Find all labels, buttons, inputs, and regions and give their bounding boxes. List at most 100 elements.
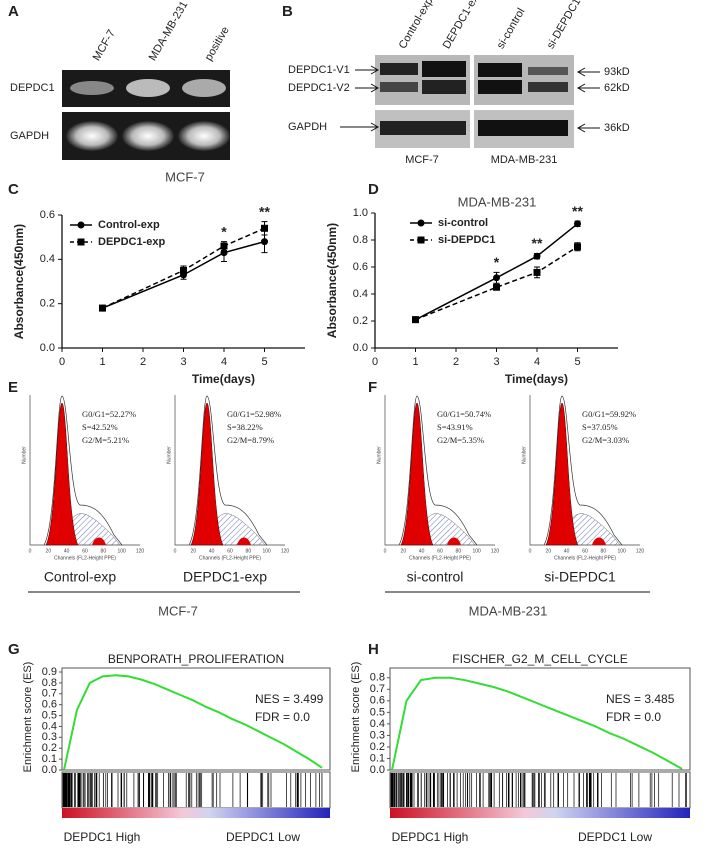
y-tick-label: 0.3 <box>42 731 57 743</box>
marker <box>533 252 541 260</box>
y-axis-label: Absorbance(450nm) <box>325 223 339 338</box>
panel-label: E <box>8 379 18 396</box>
flow-x-tick: 40 <box>419 548 425 554</box>
y-tick-label: 0.9 <box>42 666 57 678</box>
significance: ** <box>532 235 543 251</box>
cycle-stat: S=37.05% <box>582 422 618 432</box>
marker <box>533 268 541 276</box>
marker <box>574 243 581 251</box>
y-tick-label: 0.7 <box>42 688 57 700</box>
flow-x-tick: 60 <box>437 548 443 554</box>
marker <box>412 316 419 324</box>
flow-x-label: Channels (FL2-Height PPE) <box>54 555 116 561</box>
row-label: DEPDC1 <box>10 82 55 94</box>
series-line <box>102 240 265 309</box>
group-label: MDA-MB-231 <box>469 603 548 618</box>
legend-marker <box>417 219 425 227</box>
x-tick-label: 4 <box>534 356 540 368</box>
cycle-stat: G2/M=3.03% <box>582 435 629 445</box>
flow-x-tick: 40 <box>564 548 570 554</box>
hits <box>390 773 687 807</box>
flow-x-tick: 80 <box>101 548 107 554</box>
y-tick-label: 0.2 <box>40 298 55 310</box>
group-label: DEPDC1 High <box>64 830 141 844</box>
flow-x-tick: 0 <box>529 548 532 554</box>
panel-label: B <box>282 3 293 20</box>
y-tick-label: 0.6 <box>42 699 57 711</box>
flow-y-label: Number <box>166 446 172 464</box>
envelope <box>188 395 268 546</box>
row-label: GAPDH <box>10 130 49 142</box>
flow-x-label: Channels (FL2-Height PPE) <box>199 555 261 561</box>
y-tick-label: 0.4 <box>42 720 57 732</box>
significance: * <box>221 223 227 239</box>
cycle-stat: G0/G1=52.98% <box>227 409 281 419</box>
cycle-stat: G0/G1=50.74% <box>437 409 491 419</box>
g2-peak <box>447 537 461 545</box>
g1-peak <box>545 402 579 546</box>
y-tick-label: 0.3 <box>370 729 385 741</box>
x-tick-label: 5 <box>574 356 580 368</box>
y-tick-label: 0.8 <box>370 672 385 684</box>
y-axis-label: Absorbance(450nm) <box>12 224 26 339</box>
lane-label: positive <box>203 25 232 63</box>
flow-x-tick: 0 <box>29 548 32 554</box>
flow-y-label: Number <box>376 446 382 464</box>
y-tick-label: 0.8 <box>42 677 57 689</box>
flow-x-tick: 100 <box>617 548 626 554</box>
band-label: DEPDC1-V1 <box>288 64 350 76</box>
marker <box>261 238 268 246</box>
sample-name: Control-exp <box>44 569 117 585</box>
sample-name: si-control <box>407 569 464 585</box>
marker <box>261 224 268 232</box>
cycle-stat: G0/G1=52.27% <box>82 409 136 419</box>
series-line <box>415 223 578 321</box>
flow-x-tick: 80 <box>456 548 462 554</box>
lane-label: si-DEPDC1 <box>545 0 584 51</box>
significance: * <box>494 254 500 270</box>
x-axis-label: Time(days) <box>505 372 568 386</box>
series-line <box>102 227 265 309</box>
y-tick-label: 0.0 <box>42 764 57 776</box>
marker <box>220 242 228 250</box>
significance: ** <box>259 203 270 219</box>
legend-label: si-control <box>438 217 488 229</box>
cycle-stat: G2/M=8.79% <box>227 435 274 445</box>
flow-x-tick: 80 <box>246 548 252 554</box>
cycle-stat: G0/G1=59.92% <box>582 409 636 419</box>
marker <box>180 266 187 274</box>
flow-x-tick: 80 <box>601 548 607 554</box>
legend-label: Control-exp <box>98 219 160 231</box>
hit-frame <box>389 771 691 809</box>
band-label: GAPDH <box>288 121 327 133</box>
es-curve <box>63 674 323 771</box>
y-tick-label: 0.8 <box>353 234 368 246</box>
flow-x-tick: 60 <box>582 548 588 554</box>
group-label: DEPDC1 Low <box>578 830 652 844</box>
rank-bar <box>62 808 330 818</box>
hits <box>62 773 323 807</box>
g1-peak <box>400 402 434 546</box>
legend-marker <box>417 236 425 244</box>
envelope <box>543 395 623 546</box>
panel-label: A <box>8 3 19 20</box>
statistic: FDR = 0.0 <box>606 710 661 724</box>
size-label: 62kD <box>604 82 630 94</box>
x-tick-label: 3 <box>180 356 186 368</box>
plot-frame <box>389 667 691 771</box>
y-tick-label: 0.2 <box>42 742 57 754</box>
cycle-stat: S=38.22% <box>227 422 263 432</box>
es-curve <box>391 676 683 771</box>
chart-title: FISCHER_G2_M_CELL_CYCLE <box>452 652 627 666</box>
lane-label: MDA-MB-231 <box>147 0 191 63</box>
y-tick-label: 0.6 <box>40 209 55 221</box>
envelope <box>43 395 123 546</box>
panel-label: G <box>8 641 20 658</box>
sample-name: DEPDC1-exp <box>183 569 267 585</box>
flow-x-tick: 100 <box>117 548 126 554</box>
g1-peak <box>190 402 224 546</box>
envelope <box>398 395 478 546</box>
flow-x-tick: 40 <box>209 548 215 554</box>
group-label: MCF-7 <box>405 154 439 166</box>
flow-x-tick: 120 <box>491 548 500 554</box>
